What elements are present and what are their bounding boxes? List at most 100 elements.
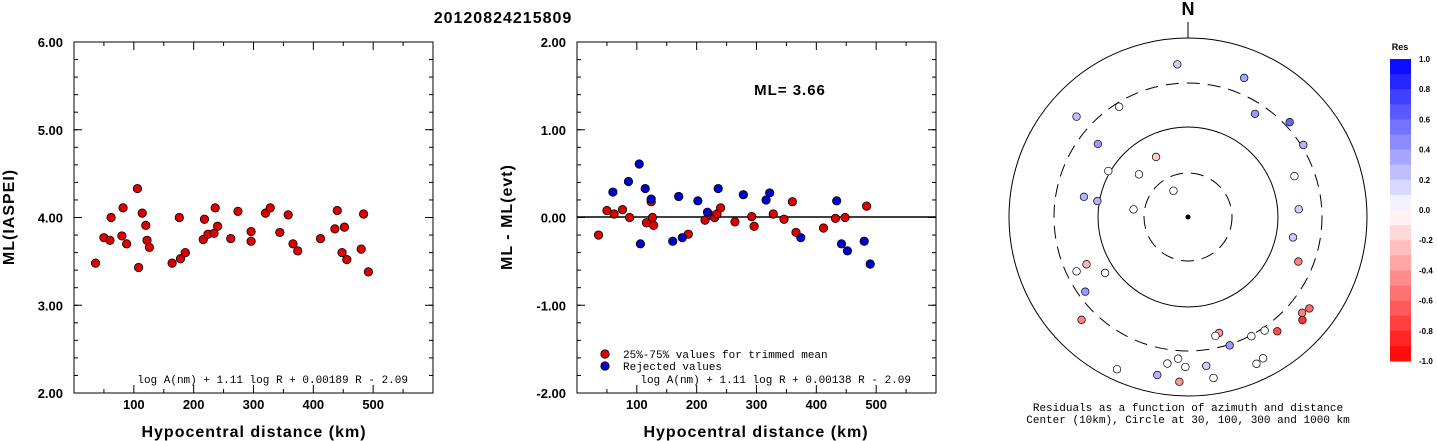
panel1-ytick-label: 2.00 [38,386,63,401]
polar-station-point [1181,362,1190,372]
colorbar-cell [1390,89,1411,105]
panel2-point-s1 [738,190,748,200]
panel1-frame [73,41,434,394]
legend-label-rejected: Rejected values [623,362,722,374]
colorbar-cell [1390,179,1411,196]
colorbar-cell [1390,330,1411,347]
polar-station-point [1169,186,1178,195]
circle-30km [1143,172,1233,262]
colorbar-cell [1390,345,1411,362]
panel1-point-s0 [315,233,326,244]
panel2-point-s1 [865,259,875,269]
panel1-xtick-label: 300 [243,397,265,412]
panel1-point-s0 [358,209,369,219]
panel1-point-s0 [90,258,101,268]
panel2-point-s1 [693,196,703,206]
colorbar-tick-label: -1.0 [1419,357,1433,366]
circle-300km [1053,82,1323,352]
panel1-point-s0 [106,212,116,223]
panel1-point-s0 [105,235,115,245]
panel2-point-s0 [602,205,612,216]
panel2-point-s1 [674,191,684,202]
panel2-point-s1 [836,239,847,249]
colorbar-cell [1390,315,1411,332]
panel2-ytick-label: 2.00 [541,35,566,50]
polar-station-point [1104,166,1113,176]
panel2-point-s1 [668,236,678,246]
panel2-xtick-label: 300 [746,397,768,412]
polar-station-point [1163,359,1172,368]
polar-station-point [1151,152,1161,162]
panel2-point-s0 [648,220,659,230]
panel2-ytick-label: -1.00 [536,298,566,313]
panel1-point-s0 [180,248,190,258]
panel2-point-s0 [617,205,628,215]
panel1-xtick-label: 200 [183,397,205,412]
panel2-ytick-label: 0.00 [541,211,566,226]
panel1-ytick-label: 6.00 [38,35,63,50]
colorbar-cell [1390,270,1411,286]
colorbar-cell [1390,225,1411,241]
polar-station-point [1081,287,1090,296]
panel1-ytick-label: 5.00 [38,123,63,138]
polar-station-point [1258,354,1268,363]
polar-station-point [1285,118,1294,127]
polar-station-point [1288,233,1298,242]
panel2-point-s1 [635,239,646,249]
panel2-ytick-label: 1.00 [541,123,566,138]
panel2-xtick-label: 400 [805,397,827,412]
panel1-point-s0 [330,224,340,234]
panel1-point-s0 [356,244,366,254]
panel-residual-vs-distance: 100 200 300 400 500 -2.00 -1.00 0.00 1.00 2.00 ML… [499,35,937,441]
polar-station-point [1079,192,1089,201]
polar-station-point [1297,308,1307,317]
panel2-xlabel: Hypocentral distance (km) [643,424,868,441]
colorbar-cell [1390,194,1411,211]
polar-station-point [1250,109,1260,118]
polar-station-point [1294,257,1303,266]
panel2-point-s1 [702,207,713,217]
polar-station-point [1129,205,1138,214]
panel1-ylabel: ML(IASPEI) [1,169,18,265]
colorbar-tick-label: 1.0 [1419,55,1431,64]
polar-station-point [1100,268,1110,278]
panel1-point-s0 [144,242,154,252]
panel2-point-s1 [859,236,869,246]
panel1-ytick-label: 4.00 [38,211,63,226]
epicenter-center [1185,214,1191,220]
panel2-ylabel: ML - ML(evt) [499,164,516,270]
panel2-point-s0 [768,209,778,219]
panel1-point-s0 [265,203,275,213]
panel2-point-s0 [830,213,841,223]
legend-marker-trimmed [600,349,610,359]
colorbar-cell [1390,59,1411,75]
polar-station-point [1294,205,1303,214]
panel2-point-s1 [640,183,650,194]
panel1-point-s0 [226,233,236,244]
polar-station-point [1290,171,1299,181]
panel1-point-s0 [293,246,303,256]
colorbar-cells [1390,59,1411,362]
panel2-point-s0 [715,203,726,213]
panel1-point-s0 [337,248,347,258]
panel2-point-s1 [634,159,644,169]
colorbar-ticks: 1.0 0.8 0.6 0.4 0.2 0.0 -0.2 -0.4 -0.6 -0.8 -1.0 [1419,55,1433,366]
panel1-point-s0 [246,236,256,246]
legend-label-trimmed: 25%-75% values for trimmed mean [623,350,828,362]
colorbar-tick-label: 0.0 [1419,206,1431,215]
panel1-point-s0 [213,221,223,231]
panel2-point-s1 [623,176,634,187]
panel2-point-s0 [625,212,635,223]
colorbar-cell [1390,149,1411,166]
colorbar-cell [1390,104,1411,120]
panel2-points [593,159,875,269]
panel1-ytick-label: 3.00 [38,298,63,313]
colorbar: Res 1.0 0.8 0.6 0.4 0.2 0.0 -0.2 -0.4 -0.6 -0.8 -1… [1390,42,1433,366]
panel-polar-residuals: N Residuals as a function of azimuth and… [1008,0,1368,427]
colorbar-title: Res [1392,42,1409,52]
polar-station-point [1173,60,1182,69]
event-title: 20120824215809 [434,10,573,27]
panel2-formula: log A(nm) + 1.11 log R + 0.00138 R - 2.0… [640,375,911,387]
colorbar-tick-label: 0.2 [1419,176,1431,185]
